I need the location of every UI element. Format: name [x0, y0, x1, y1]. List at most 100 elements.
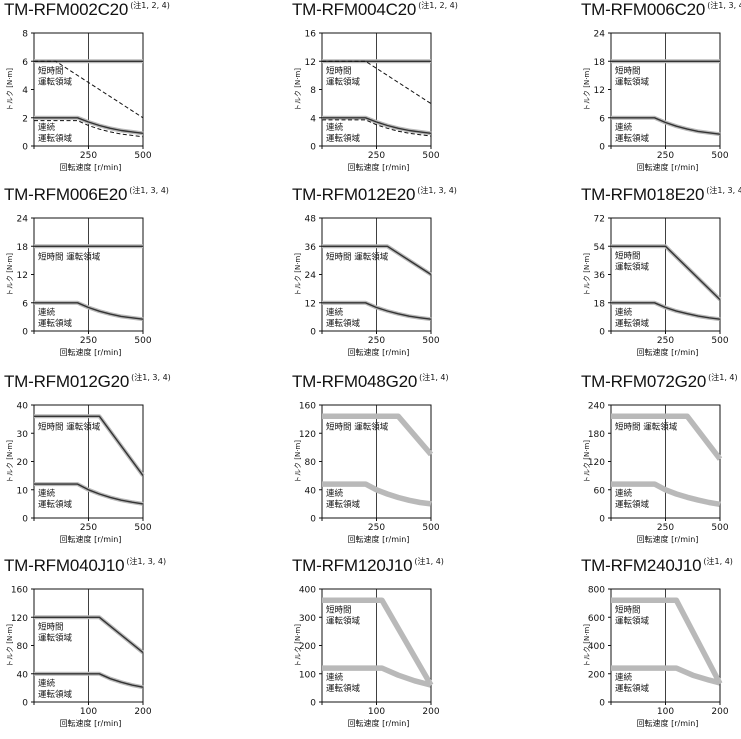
y-tick-label: 160 [299, 402, 316, 412]
model-name: TM-RFM012G20 [4, 372, 130, 391]
chart-title: TM-RFM120J10 (注1, 4) [292, 556, 444, 576]
y-tick-label: 400 [588, 642, 605, 652]
torque-chart: 0 100 200 300 400 100 200 回転速度 [r/min] トルク [N·m]… [294, 586, 440, 729]
cont-region-label: 運転領域 [38, 318, 73, 329]
series-line [322, 245, 432, 276]
dashed-line [34, 60, 144, 119]
footnote-ref: (注1, 2, 4) [130, 1, 170, 10]
series-line [611, 597, 723, 685]
short-region-label: 短時間 [615, 250, 641, 261]
y-tick-label: 12 [594, 86, 605, 96]
y-tick-label: 0 [310, 699, 316, 709]
cont-region-label: 運転領域 [38, 499, 73, 510]
y-tick-label: 20 [17, 458, 29, 468]
y-tick-label: 0 [310, 328, 316, 338]
y-tick-label: 0 [310, 515, 316, 525]
y-tick-label: 8 [310, 86, 316, 96]
chart-panel: TM-RFM072G20 (注1, 4) 0 60 120 180 240 250 500 回転速… [577, 372, 741, 555]
cont-region-label: 運転領域 [615, 683, 650, 694]
y-tick-label: 300 [299, 614, 316, 624]
y-axis-label: トルク [N·m] [294, 440, 302, 483]
short-region-label: 運転領域 [38, 76, 73, 87]
chart-panel: TM-RFM006C20(注1, 3, 4) 0 6 12 18 24 250 500 回転速度… [577, 0, 741, 183]
x-tick-label: 500 [134, 151, 151, 161]
x-tick-label: 500 [134, 523, 151, 533]
x-tick-label: 500 [422, 336, 439, 346]
x-tick-label: 100 [368, 707, 385, 717]
torque-chart: 0 18 36 54 72 250 500 回転速度 [r/min] トルク [N·m] 短時間運… [583, 215, 729, 358]
y-axis-label: トルク [N·m] [294, 68, 302, 111]
footnote-ref: (注1, 3, 4) [417, 186, 457, 195]
cont-region-label: 運転領域 [326, 499, 361, 510]
y-tick-label: 72 [594, 215, 605, 225]
chart-title: TM-RFM012E20 (注1, 3, 4) [292, 185, 457, 205]
y-tick-label: 18 [17, 243, 29, 253]
y-tick-label: 8 [22, 30, 28, 40]
x-tick-label: 500 [711, 151, 728, 161]
y-tick-label: 36 [594, 271, 606, 281]
footnote-ref: (注1, 3, 4) [126, 557, 167, 566]
series-line [34, 483, 144, 505]
x-tick-label: 100 [657, 707, 674, 717]
chart-panel: TM-RFM006E20 (注1, 3, 4) 0 6 12 18 24 250 500 回転速度… [0, 185, 247, 368]
short-region-label: 短時間 運転領域 [326, 251, 389, 262]
model-name: TM-RFM240J10 [581, 556, 702, 575]
cont-region-label: 運転領域 [38, 133, 73, 144]
x-axis-label: 回転速度 [r/min] [348, 534, 410, 544]
series-line [322, 302, 432, 320]
chart-panel: TM-RFM004C20 (注1, 2, 4) 0 4 8 12 16 250 500 回転速度 … [288, 0, 535, 183]
x-tick-label: 200 [134, 707, 151, 717]
x-tick-label: 250 [80, 523, 97, 533]
x-tick-label: 250 [368, 523, 385, 533]
series-line [322, 413, 434, 457]
x-tick-label: 250 [657, 151, 674, 161]
x-axis-label: 回転速度 [r/min] [637, 534, 699, 544]
cont-region-label: 連続 [326, 122, 344, 133]
y-axis-label: トルク [N·m] [6, 440, 14, 483]
series-line [34, 302, 144, 320]
x-tick-label: 250 [80, 336, 97, 346]
y-tick-label: 0 [599, 143, 605, 153]
chart-panel: TM-RFM018E20(注1, 3, 4) 0 18 36 54 72 250 500 回転速… [577, 185, 741, 368]
x-tick-label: 200 [711, 707, 728, 717]
series-line [34, 117, 144, 134]
y-tick-label: 18 [594, 299, 606, 309]
chart-panel: TM-RFM048G20 (注1, 4) 0 40 80 120 160 250 500 回転速度… [288, 372, 535, 555]
chart-title: TM-RFM048G20 (注1, 4) [292, 372, 449, 392]
short-region-label: 短時間 運転領域 [38, 421, 101, 432]
y-tick-label: 4 [22, 86, 28, 96]
short-region-label: 運転領域 [326, 615, 361, 626]
cont-region-label: 運転領域 [38, 689, 73, 700]
torque-chart: 0 40 80 120 160 250 500 回転速度 [r/min] トルク [N·m] 短時… [294, 402, 440, 545]
x-tick-label: 500 [711, 523, 728, 533]
torque-chart: 0 6 12 18 24 250 500 回転速度 [r/min] トルク [N·m] 短時間運転… [583, 30, 729, 173]
series-line [611, 117, 721, 135]
footnote-ref: (注1, 4) [414, 557, 444, 566]
y-tick-label: 200 [299, 642, 316, 652]
series-line [322, 117, 432, 134]
y-axis-label: トルク [N·m] [294, 624, 302, 667]
x-axis-label: 回転速度 [r/min] [637, 347, 699, 357]
series-line [322, 597, 434, 687]
y-tick-label: 30 [17, 430, 29, 440]
x-axis-label: 回転速度 [r/min] [637, 718, 699, 728]
chart-title: TM-RFM240J10 (注1, 4) [581, 556, 733, 576]
y-tick-label: 0 [22, 143, 28, 153]
series-line [34, 673, 144, 688]
footnote-ref: (注1, 4) [708, 373, 738, 382]
y-axis-label: トルク [N·m] [294, 253, 302, 296]
y-tick-label: 54 [594, 243, 606, 253]
model-name: TM-RFM012E20 [292, 185, 416, 204]
y-tick-label: 120 [11, 614, 28, 624]
cont-region-label: 連続 [615, 122, 633, 133]
x-tick-label: 500 [711, 336, 728, 346]
chart-title: TM-RFM002C20 (注1, 2, 4) [4, 0, 170, 20]
y-tick-label: 40 [17, 402, 29, 412]
short-region-label: 短時間 [326, 604, 352, 615]
chart-title: TM-RFM072G20 (注1, 4) [581, 372, 738, 392]
x-tick-label: 500 [422, 523, 439, 533]
short-region-label: 短時間 [38, 621, 64, 632]
short-region-label: 運転領域 [38, 632, 73, 643]
model-name: TM-RFM072G20 [581, 372, 707, 391]
